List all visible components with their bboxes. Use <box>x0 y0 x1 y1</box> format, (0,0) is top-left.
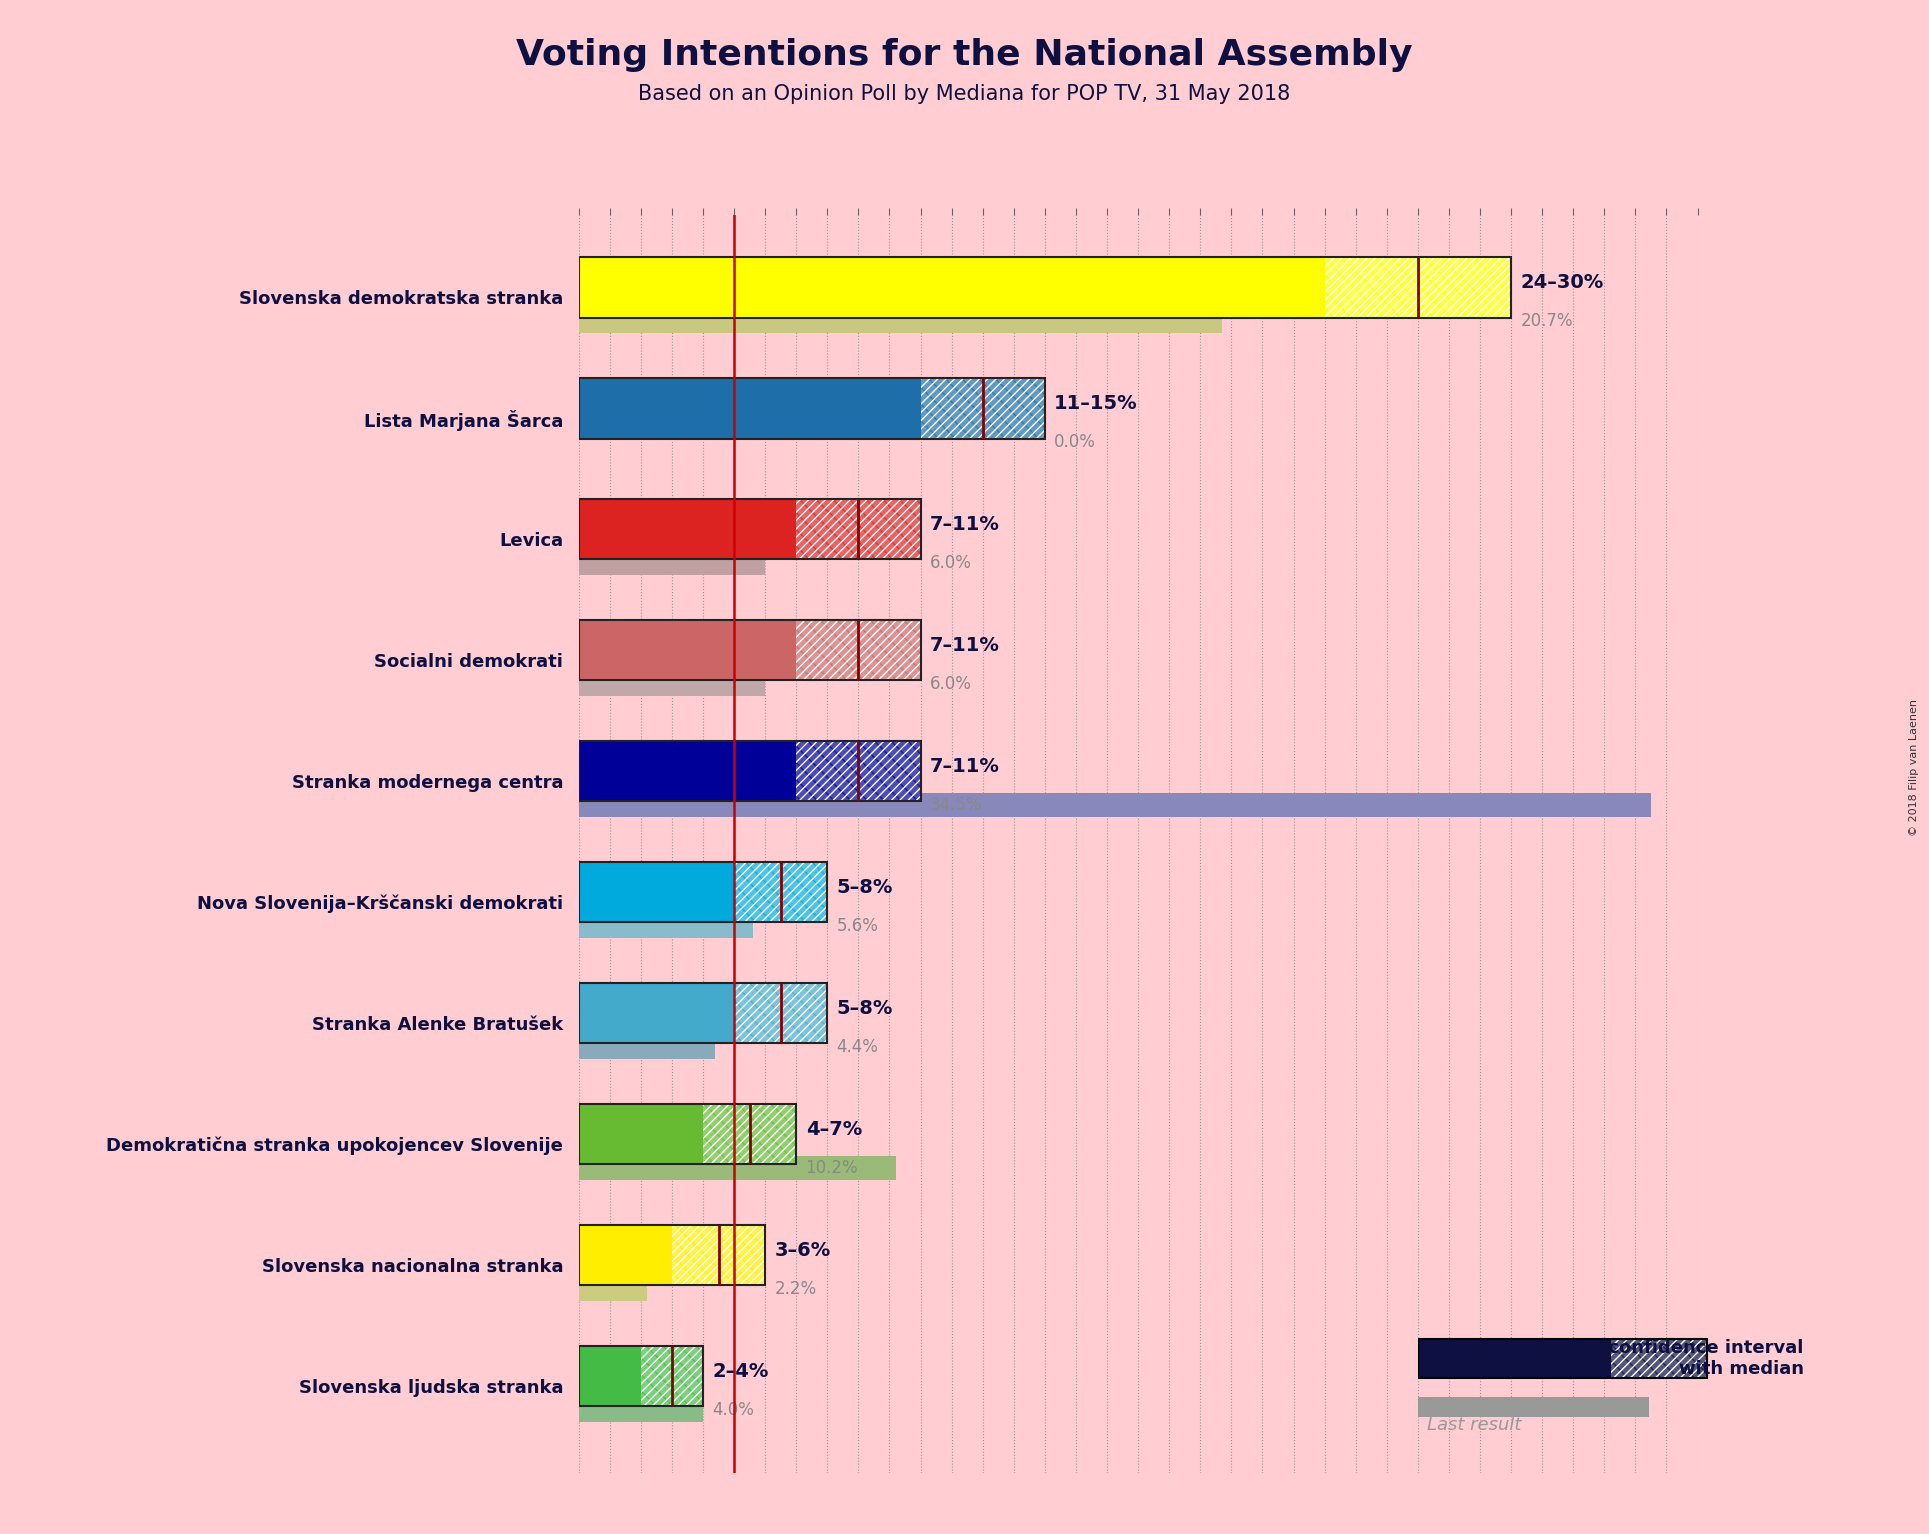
Text: 7–11%: 7–11% <box>930 635 999 655</box>
Bar <box>1325 258 1510 318</box>
Bar <box>797 620 920 681</box>
Bar <box>702 1104 797 1164</box>
Text: 95% confidence interval
with median: 95% confidence interval with median <box>1559 1339 1804 1378</box>
Text: 3–6%: 3–6% <box>774 1241 831 1259</box>
Bar <box>1418 1397 1649 1417</box>
Text: Nova Slovenija–Krščanski demokrati: Nova Slovenija–Krščanski demokrati <box>197 894 563 913</box>
Bar <box>579 793 1651 818</box>
Bar <box>579 1035 716 1058</box>
Text: © 2018 Filip van Laenen: © 2018 Filip van Laenen <box>1910 698 1919 836</box>
Text: Slovenska ljudska stranka: Slovenska ljudska stranka <box>299 1379 563 1397</box>
Text: 7–11%: 7–11% <box>930 515 999 534</box>
Text: 2–4%: 2–4% <box>712 1362 770 1381</box>
Bar <box>1325 258 1510 318</box>
Text: Socialni demokrati: Socialni demokrati <box>374 653 563 672</box>
Text: 7–11%: 7–11% <box>930 756 999 776</box>
Bar <box>671 1224 766 1285</box>
Bar <box>579 499 797 560</box>
Text: Stranka Alenke Bratušek: Stranka Alenke Bratušek <box>312 1016 563 1034</box>
Text: Stranka modernega centra: Stranka modernega centra <box>291 775 563 792</box>
Text: Voting Intentions for the National Assembly: Voting Intentions for the National Assem… <box>517 38 1412 72</box>
Bar <box>1611 1339 1707 1378</box>
Text: 4.0%: 4.0% <box>712 1401 754 1419</box>
Text: 5–8%: 5–8% <box>837 999 893 1017</box>
Bar <box>797 620 920 681</box>
Bar <box>579 1397 702 1422</box>
Bar <box>735 983 828 1043</box>
Bar <box>735 862 828 922</box>
Bar <box>640 1345 702 1407</box>
Bar <box>797 741 920 801</box>
Bar <box>579 377 920 439</box>
Text: 5–8%: 5–8% <box>837 877 893 897</box>
Bar <box>920 377 1046 439</box>
Bar <box>671 1224 766 1285</box>
Bar <box>1418 1339 1611 1378</box>
Bar <box>735 862 828 922</box>
Bar <box>579 1155 895 1180</box>
Text: Levica: Levica <box>500 532 563 551</box>
Bar <box>579 1224 671 1285</box>
Text: Slovenska demokratska stranka: Slovenska demokratska stranka <box>239 290 563 308</box>
Bar <box>579 1104 702 1164</box>
Bar <box>797 499 920 560</box>
Bar <box>702 1104 797 1164</box>
Bar <box>579 551 766 575</box>
Text: 20.7%: 20.7% <box>1520 313 1572 330</box>
Text: 10.2%: 10.2% <box>806 1158 858 1177</box>
Text: Lista Marjana Šarca: Lista Marjana Šarca <box>365 410 563 431</box>
Text: Slovenska nacionalna stranka: Slovenska nacionalna stranka <box>262 1258 563 1276</box>
Bar <box>579 741 797 801</box>
Bar <box>735 862 828 922</box>
Text: 34.5%: 34.5% <box>930 796 982 815</box>
Text: 4–7%: 4–7% <box>806 1120 862 1138</box>
Bar <box>1611 1339 1707 1378</box>
Text: 6.0%: 6.0% <box>930 554 972 572</box>
Bar <box>579 258 1325 318</box>
Text: 6.0%: 6.0% <box>930 675 972 693</box>
Bar <box>1325 258 1510 318</box>
Bar <box>579 1276 646 1301</box>
Text: Based on an Opinion Poll by Mediana for POP TV, 31 May 2018: Based on an Opinion Poll by Mediana for … <box>638 84 1291 104</box>
Bar <box>920 377 1046 439</box>
Text: 4.4%: 4.4% <box>837 1039 878 1055</box>
Text: Last result: Last result <box>1427 1416 1522 1434</box>
Bar <box>797 499 920 560</box>
Bar <box>579 914 752 937</box>
Bar <box>671 1224 766 1285</box>
Bar <box>1611 1339 1707 1378</box>
Bar <box>797 499 920 560</box>
Bar <box>579 1345 640 1407</box>
Bar <box>579 308 1223 333</box>
Text: 11–15%: 11–15% <box>1053 394 1138 413</box>
Bar <box>735 983 828 1043</box>
Bar <box>640 1345 702 1407</box>
Text: 24–30%: 24–30% <box>1520 273 1603 291</box>
Bar <box>797 620 920 681</box>
Bar <box>579 983 735 1043</box>
Bar <box>735 983 828 1043</box>
Text: 0.0%: 0.0% <box>1053 433 1096 451</box>
Bar <box>640 1345 702 1407</box>
Text: Demokratična stranka upokojencev Slovenije: Demokratična stranka upokojencev Sloveni… <box>106 1137 563 1155</box>
Bar <box>920 377 1046 439</box>
Bar <box>579 862 735 922</box>
Bar <box>797 741 920 801</box>
Text: 5.6%: 5.6% <box>837 917 878 934</box>
Bar <box>702 1104 797 1164</box>
Bar <box>579 620 797 681</box>
Text: 2.2%: 2.2% <box>774 1279 816 1298</box>
Bar <box>579 672 766 696</box>
Bar <box>797 741 920 801</box>
